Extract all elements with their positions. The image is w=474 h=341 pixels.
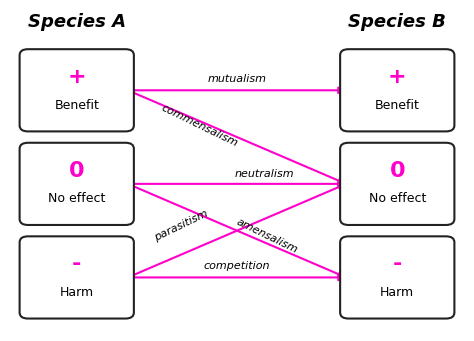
Text: commensalism: commensalism — [160, 103, 240, 148]
Text: Benefit: Benefit — [375, 99, 419, 112]
Text: +: + — [67, 67, 86, 87]
Text: 0: 0 — [390, 161, 405, 180]
Text: No effect: No effect — [48, 192, 105, 205]
Text: Species B: Species B — [348, 13, 446, 31]
Text: No effect: No effect — [369, 192, 426, 205]
Text: mutualism: mutualism — [208, 74, 266, 84]
Text: Harm: Harm — [380, 286, 414, 299]
Text: neutralism: neutralism — [235, 169, 295, 179]
FancyBboxPatch shape — [340, 143, 455, 225]
FancyBboxPatch shape — [19, 236, 134, 318]
Text: competition: competition — [204, 261, 270, 271]
FancyBboxPatch shape — [340, 49, 455, 131]
Text: parasitism: parasitism — [153, 208, 210, 243]
Text: Species A: Species A — [28, 13, 126, 31]
Text: +: + — [388, 67, 407, 87]
Text: 0: 0 — [69, 161, 84, 180]
Text: amensalism: amensalism — [235, 217, 300, 255]
Text: -: - — [72, 254, 82, 274]
Text: Benefit: Benefit — [55, 99, 99, 112]
FancyBboxPatch shape — [19, 143, 134, 225]
FancyBboxPatch shape — [340, 236, 455, 318]
Text: Harm: Harm — [60, 286, 94, 299]
FancyBboxPatch shape — [19, 49, 134, 131]
Text: -: - — [392, 254, 402, 274]
